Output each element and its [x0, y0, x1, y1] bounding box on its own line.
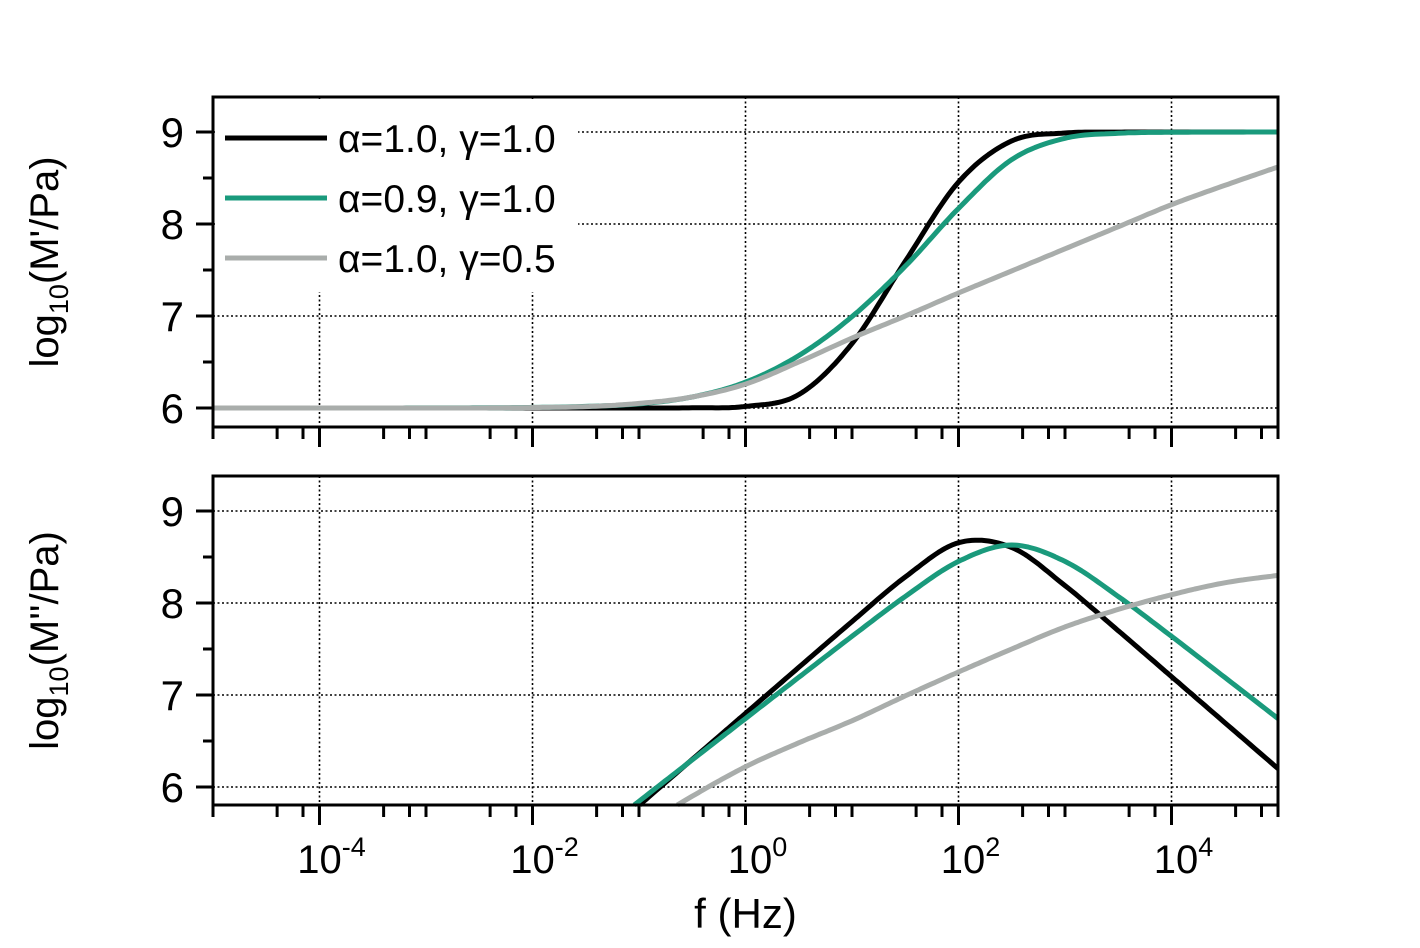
x-tick-exponent: 4 — [1198, 832, 1213, 862]
series-line-2 — [632, 542, 1280, 808]
x-tick-label: 100 — [728, 832, 788, 882]
y-label-suffix: (M'/Pa) — [23, 156, 67, 284]
x-tick-label: 104 — [1154, 832, 1214, 882]
y-axis-label: log10(M'/Pa) — [23, 156, 74, 367]
legend-entry: α=1.0, γ=1.0 — [338, 118, 556, 161]
y-tick-label: 6 — [161, 385, 184, 432]
y-label-suffix: (M''/Pa) — [23, 531, 67, 666]
legend-entry: α=0.9, γ=1.0 — [338, 178, 556, 221]
y-label-subscript: 10 — [44, 284, 74, 314]
y-tick-label: 8 — [161, 580, 184, 627]
y-label-prefix: log — [23, 696, 67, 749]
legend-entry: α=1.0, γ=0.5 — [338, 238, 556, 281]
y-tick-label: 7 — [161, 293, 184, 340]
x-tick-base: 10 — [510, 838, 555, 882]
y-tick-label: 8 — [161, 201, 184, 248]
y-axis-label: log10(M''/Pa) — [23, 531, 74, 750]
y-label-subscript: 10 — [44, 666, 74, 696]
x-tick-exponent: 2 — [985, 832, 1000, 862]
y-tick-label: 7 — [161, 672, 184, 719]
x-tick-label: 10-2 — [510, 832, 579, 882]
series-line-3 — [212, 164, 1279, 411]
x-axis-label: f (Hz) — [694, 890, 797, 937]
legend: α=1.0, γ=1.0 α=0.9, γ=1.0 α=1.0, γ=0.5 — [216, 100, 578, 292]
x-tick-base: 10 — [941, 838, 986, 882]
x-tick-exponent: -4 — [342, 832, 366, 862]
x-tick-base: 10 — [1154, 838, 1199, 882]
x-tick-base: 10 — [297, 838, 342, 882]
y-tick-label: 6 — [161, 764, 184, 811]
y-tick-label: 9 — [161, 488, 184, 535]
top-panel: α=1.0, γ=1.0 α=0.9, γ=1.0 α=1.0, γ=0.5 6 7 8 9… — [23, 95, 1280, 447]
x-tick-exponent: 0 — [772, 832, 787, 862]
x-tick-base: 10 — [728, 838, 773, 882]
y-label-prefix: log — [23, 314, 67, 367]
series-line-1 — [637, 537, 1280, 807]
x-tick-exponent: -2 — [555, 832, 579, 862]
x-tick-label: 10-4 — [297, 832, 366, 882]
y-tick-label: 9 — [161, 109, 184, 156]
x-tick-label: 102 — [941, 832, 1001, 882]
series-line-3 — [675, 572, 1279, 808]
